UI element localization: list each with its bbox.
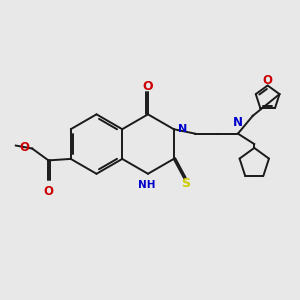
Text: N: N [233,116,243,129]
Text: O: O [44,185,53,198]
Text: S: S [181,177,190,190]
Text: N: N [178,124,187,134]
Text: O: O [143,80,153,94]
Text: O: O [262,74,273,87]
Text: NH: NH [138,180,155,190]
Text: O: O [19,140,29,154]
